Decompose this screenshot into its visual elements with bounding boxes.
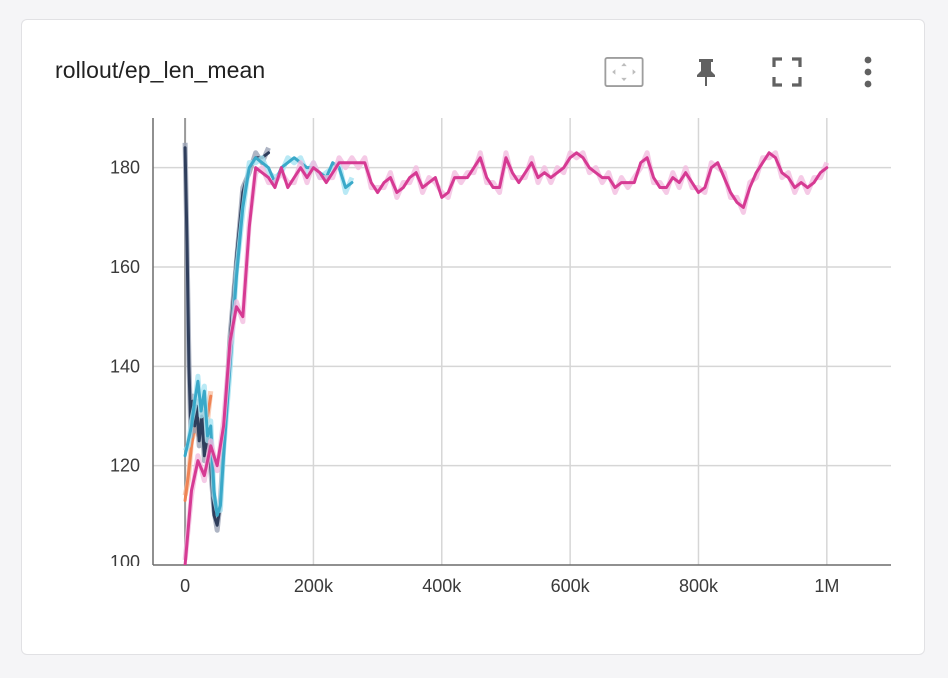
x-tick-label: 1M xyxy=(814,576,839,596)
card-toolbar xyxy=(604,52,900,92)
series-3-raw-line xyxy=(182,150,830,561)
fit-domain-icon xyxy=(604,57,644,87)
y-tick-label: 100 xyxy=(110,552,140,572)
series-3-line xyxy=(183,151,829,565)
x-tick-label: 800k xyxy=(679,576,719,596)
chart-grid xyxy=(153,118,891,565)
y-tick-label: 140 xyxy=(110,356,140,376)
fullscreen-icon xyxy=(772,57,802,87)
y-tick-label: 180 xyxy=(110,158,140,178)
card-title: rollout/ep_len_mean xyxy=(55,57,266,83)
more-options-button[interactable] xyxy=(848,52,888,92)
y-tick-label: 160 xyxy=(110,257,140,277)
chart-axes xyxy=(152,118,891,566)
x-tick-label: 600k xyxy=(551,576,591,596)
x-tick-label: 400k xyxy=(422,576,462,596)
chart-card: rollout/ep_len_mean xyxy=(21,19,925,655)
more-vert-icon xyxy=(864,56,872,88)
x-tick-label: 0 xyxy=(180,576,190,596)
fit-domain-button[interactable] xyxy=(604,52,644,92)
pin-button[interactable] xyxy=(686,52,726,92)
pin-icon xyxy=(697,59,715,86)
fullscreen-button[interactable] xyxy=(767,52,807,92)
y-tick-label: 120 xyxy=(110,456,140,476)
x-tick-label: 200k xyxy=(294,576,334,596)
chart-series xyxy=(182,142,830,565)
chart-tick-labels: 0 200k 400k 600k 800k 1M 100 120 140 160 180 xyxy=(110,158,839,596)
